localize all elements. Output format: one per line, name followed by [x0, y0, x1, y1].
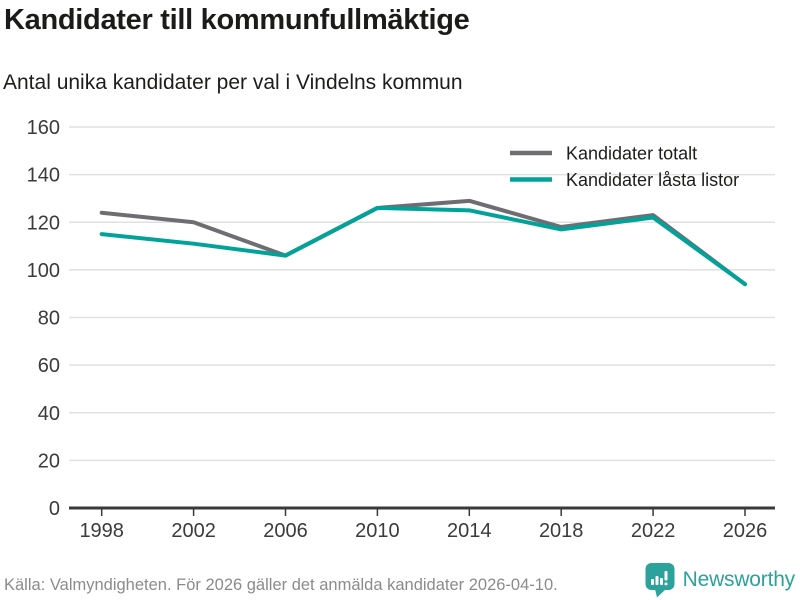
x-tick-label: 2014	[447, 520, 492, 542]
y-tick-label: 60	[38, 355, 60, 377]
legend-label: Kandidater låsta listor	[566, 170, 739, 190]
y-tick-label: 0	[49, 498, 60, 520]
y-tick-label: 100	[27, 260, 60, 282]
legend-label: Kandidater totalt	[566, 144, 697, 164]
y-tick-label: 20	[38, 450, 60, 472]
x-tick-label: 2002	[171, 520, 216, 542]
series-line-kandidater-totalt	[99, 198, 747, 287]
newsworthy-logo: Newsworthy	[645, 562, 795, 598]
y-tick-label: 140	[27, 165, 60, 187]
x-tick-label: 1998	[79, 520, 124, 542]
page-title: Kandidater till kommunfullmäktige	[4, 4, 470, 36]
newsworthy-logo-icon	[645, 563, 675, 598]
y-tick-label: 120	[27, 212, 60, 234]
x-tick-label: 2006	[263, 520, 308, 542]
y-tick-label: 160	[27, 117, 60, 139]
y-tick-label: 40	[38, 403, 60, 425]
x-tick-label: 2022	[631, 520, 676, 542]
series-line-kandidater-lasta-listor	[99, 205, 747, 287]
newsworthy-wordmark: Newsworthy	[682, 568, 796, 591]
x-tick-label: 2018	[539, 520, 584, 542]
source-note: Källa: Valmyndigheten. För 2026 gäller d…	[4, 576, 558, 594]
x-tick-label: 2026	[723, 520, 768, 542]
chart-subtitle: Antal unika kandidater per val i Vindeln…	[3, 71, 463, 94]
x-tick-label: 2010	[355, 520, 400, 542]
y-tick-label: 80	[38, 308, 60, 330]
